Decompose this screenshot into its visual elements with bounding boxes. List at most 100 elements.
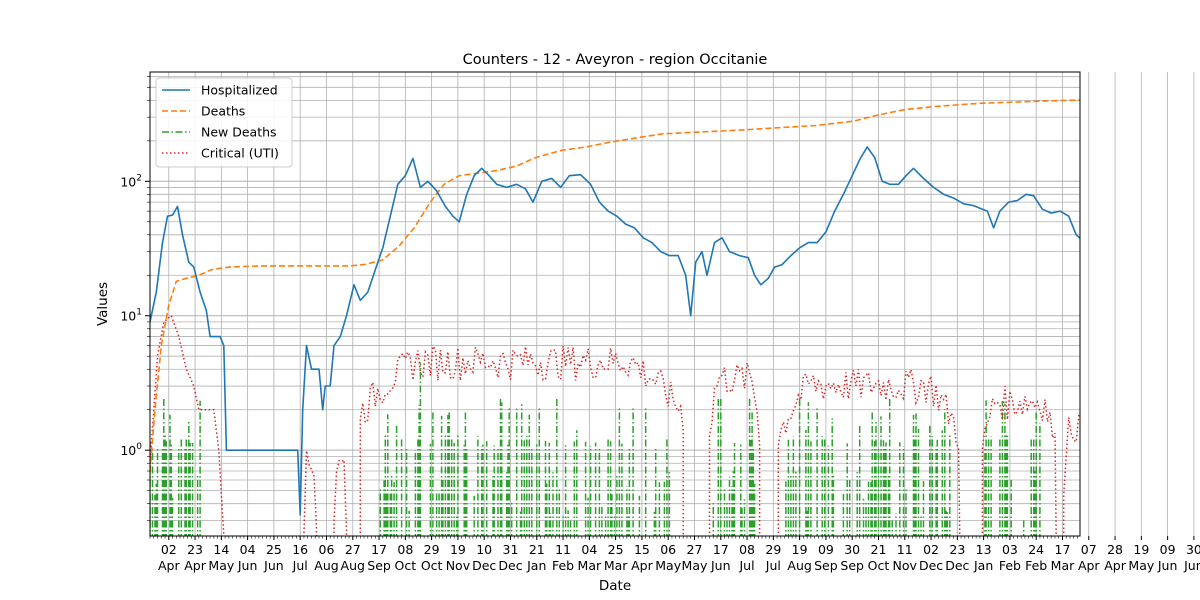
x-tick-day: 21 [871, 542, 887, 557]
x-tick-day: 17 [371, 542, 387, 557]
x-tick-day: 23 [187, 542, 203, 557]
x-tick-day: 09 [1160, 542, 1176, 557]
x-tick-month: Aug [341, 558, 365, 573]
x-tick-month: Sep [840, 558, 864, 573]
chart-title: Counters - 12 - Aveyron - region Occitan… [463, 52, 768, 68]
grid [150, 72, 1195, 536]
x-tick-month: May [208, 558, 234, 573]
x-tick-day: 07 [1081, 542, 1097, 557]
y-tick-label: 102 [120, 173, 142, 189]
new-deaths-line [150, 362, 1041, 536]
x-tick-day: 02 [161, 542, 177, 557]
x-tick-month: Dec [919, 558, 943, 573]
x-tick-day: 30 [1186, 542, 1200, 557]
x-tick-month: Nov [446, 558, 471, 573]
x-tick-day: 11 [555, 542, 571, 557]
x-tick-month: Jun [237, 558, 258, 573]
x-tick-month: Jun [1183, 558, 1200, 573]
x-tick-month: Sep [367, 558, 391, 573]
x-tick-month: Mar [578, 558, 602, 573]
series-new-deaths [150, 362, 1041, 536]
x-tick-day: 29 [765, 542, 781, 557]
x-tick-month: Apr [1104, 558, 1126, 573]
x-tick-month: Aug [787, 558, 811, 573]
x-tick-month: Jun [710, 558, 731, 573]
x-tick-day: 02 [923, 542, 939, 557]
x-tick-month: Sep [814, 558, 838, 573]
tick-layer: 10010110202Apr23Apr14May04Jun25Jun16Jul0… [120, 76, 1200, 573]
x-tick-day: 25 [608, 542, 624, 557]
x-tick-day: 19 [1133, 542, 1149, 557]
x-tick-month: Jul [292, 558, 308, 573]
x-tick-month: Feb [1025, 558, 1047, 573]
x-tick-day: 09 [818, 542, 834, 557]
x-tick-day: 10 [476, 542, 492, 557]
x-tick-day: 29 [424, 542, 440, 557]
x-tick-day: 04 [240, 542, 256, 557]
legend-box [155, 77, 293, 168]
x-tick-day: 23 [949, 542, 965, 557]
series-critical [150, 314, 1080, 536]
x-tick-month: Mar [604, 558, 628, 573]
x-tick-day: 25 [266, 542, 282, 557]
x-tick-month: Jun [263, 558, 284, 573]
x-tick-day: 08 [739, 542, 755, 557]
x-tick-month: Dec [498, 558, 522, 573]
x-tick-day: 28 [1107, 542, 1123, 557]
x-tick-month: Feb [999, 558, 1021, 573]
x-tick-month: Apr [631, 558, 653, 573]
hospitalized-line [150, 146, 1080, 516]
x-tick-day: 06 [660, 542, 676, 557]
x-tick-day: 11 [897, 542, 913, 557]
x-tick-month: Oct [421, 558, 443, 573]
x-tick-month: Nov [893, 558, 918, 573]
x-tick-month: Oct [395, 558, 417, 573]
x-axis-label: Date [599, 578, 631, 594]
x-tick-day: 04 [581, 542, 597, 557]
legend-label: Hospitalized [201, 83, 278, 98]
x-tick-month: Jul [739, 558, 755, 573]
y-axis-label: Values [95, 282, 111, 326]
x-tick-day: 16 [292, 542, 308, 557]
legend-label: New Deaths [201, 125, 277, 140]
x-tick-day: 08 [397, 542, 413, 557]
x-tick-month: Apr [158, 558, 180, 573]
legend-label: Deaths [201, 104, 245, 119]
x-tick-month: Apr [1078, 558, 1100, 573]
x-tick-month: Jan [526, 558, 546, 573]
x-tick-day: 17 [1055, 542, 1071, 557]
x-tick-day: 31 [503, 542, 519, 557]
x-tick-day: 17 [713, 542, 729, 557]
x-tick-month: Dec [945, 558, 969, 573]
x-tick-day: 19 [792, 542, 808, 557]
x-tick-month: Jun [1157, 558, 1178, 573]
x-tick-day: 27 [687, 542, 703, 557]
critical-waves-line [303, 344, 1080, 536]
legend: Hospitalized Deaths New Deaths Critical (UT… [155, 77, 293, 168]
x-tick-month: May [1128, 558, 1154, 573]
x-tick-month: Dec [472, 558, 496, 573]
x-tick-month: Mar [1051, 558, 1075, 573]
x-tick-day: 14 [213, 542, 229, 557]
x-tick-month: Oct [868, 558, 890, 573]
deaths-line [150, 99, 1080, 472]
series-deaths [150, 99, 1080, 472]
x-tick-month: Aug [314, 558, 338, 573]
x-tick-month: Apr [184, 558, 206, 573]
x-tick-month: May [655, 558, 681, 573]
x-tick-month: Feb [552, 558, 574, 573]
x-tick-day: 13 [976, 542, 992, 557]
x-tick-month: Jul [765, 558, 781, 573]
plot-frame [149, 71, 1081, 537]
x-tick-day: 21 [529, 542, 545, 557]
x-tick-day: 06 [319, 542, 335, 557]
series-layer [150, 99, 1080, 536]
y-tick-label: 101 [120, 308, 142, 324]
x-tick-day: 15 [634, 542, 650, 557]
x-tick-day: 24 [1028, 542, 1044, 557]
y-tick-label: 100 [120, 442, 142, 458]
x-tick-month: May [682, 558, 708, 573]
x-tick-month: Jan [973, 558, 993, 573]
legend-label: Critical (UTI) [201, 146, 279, 161]
